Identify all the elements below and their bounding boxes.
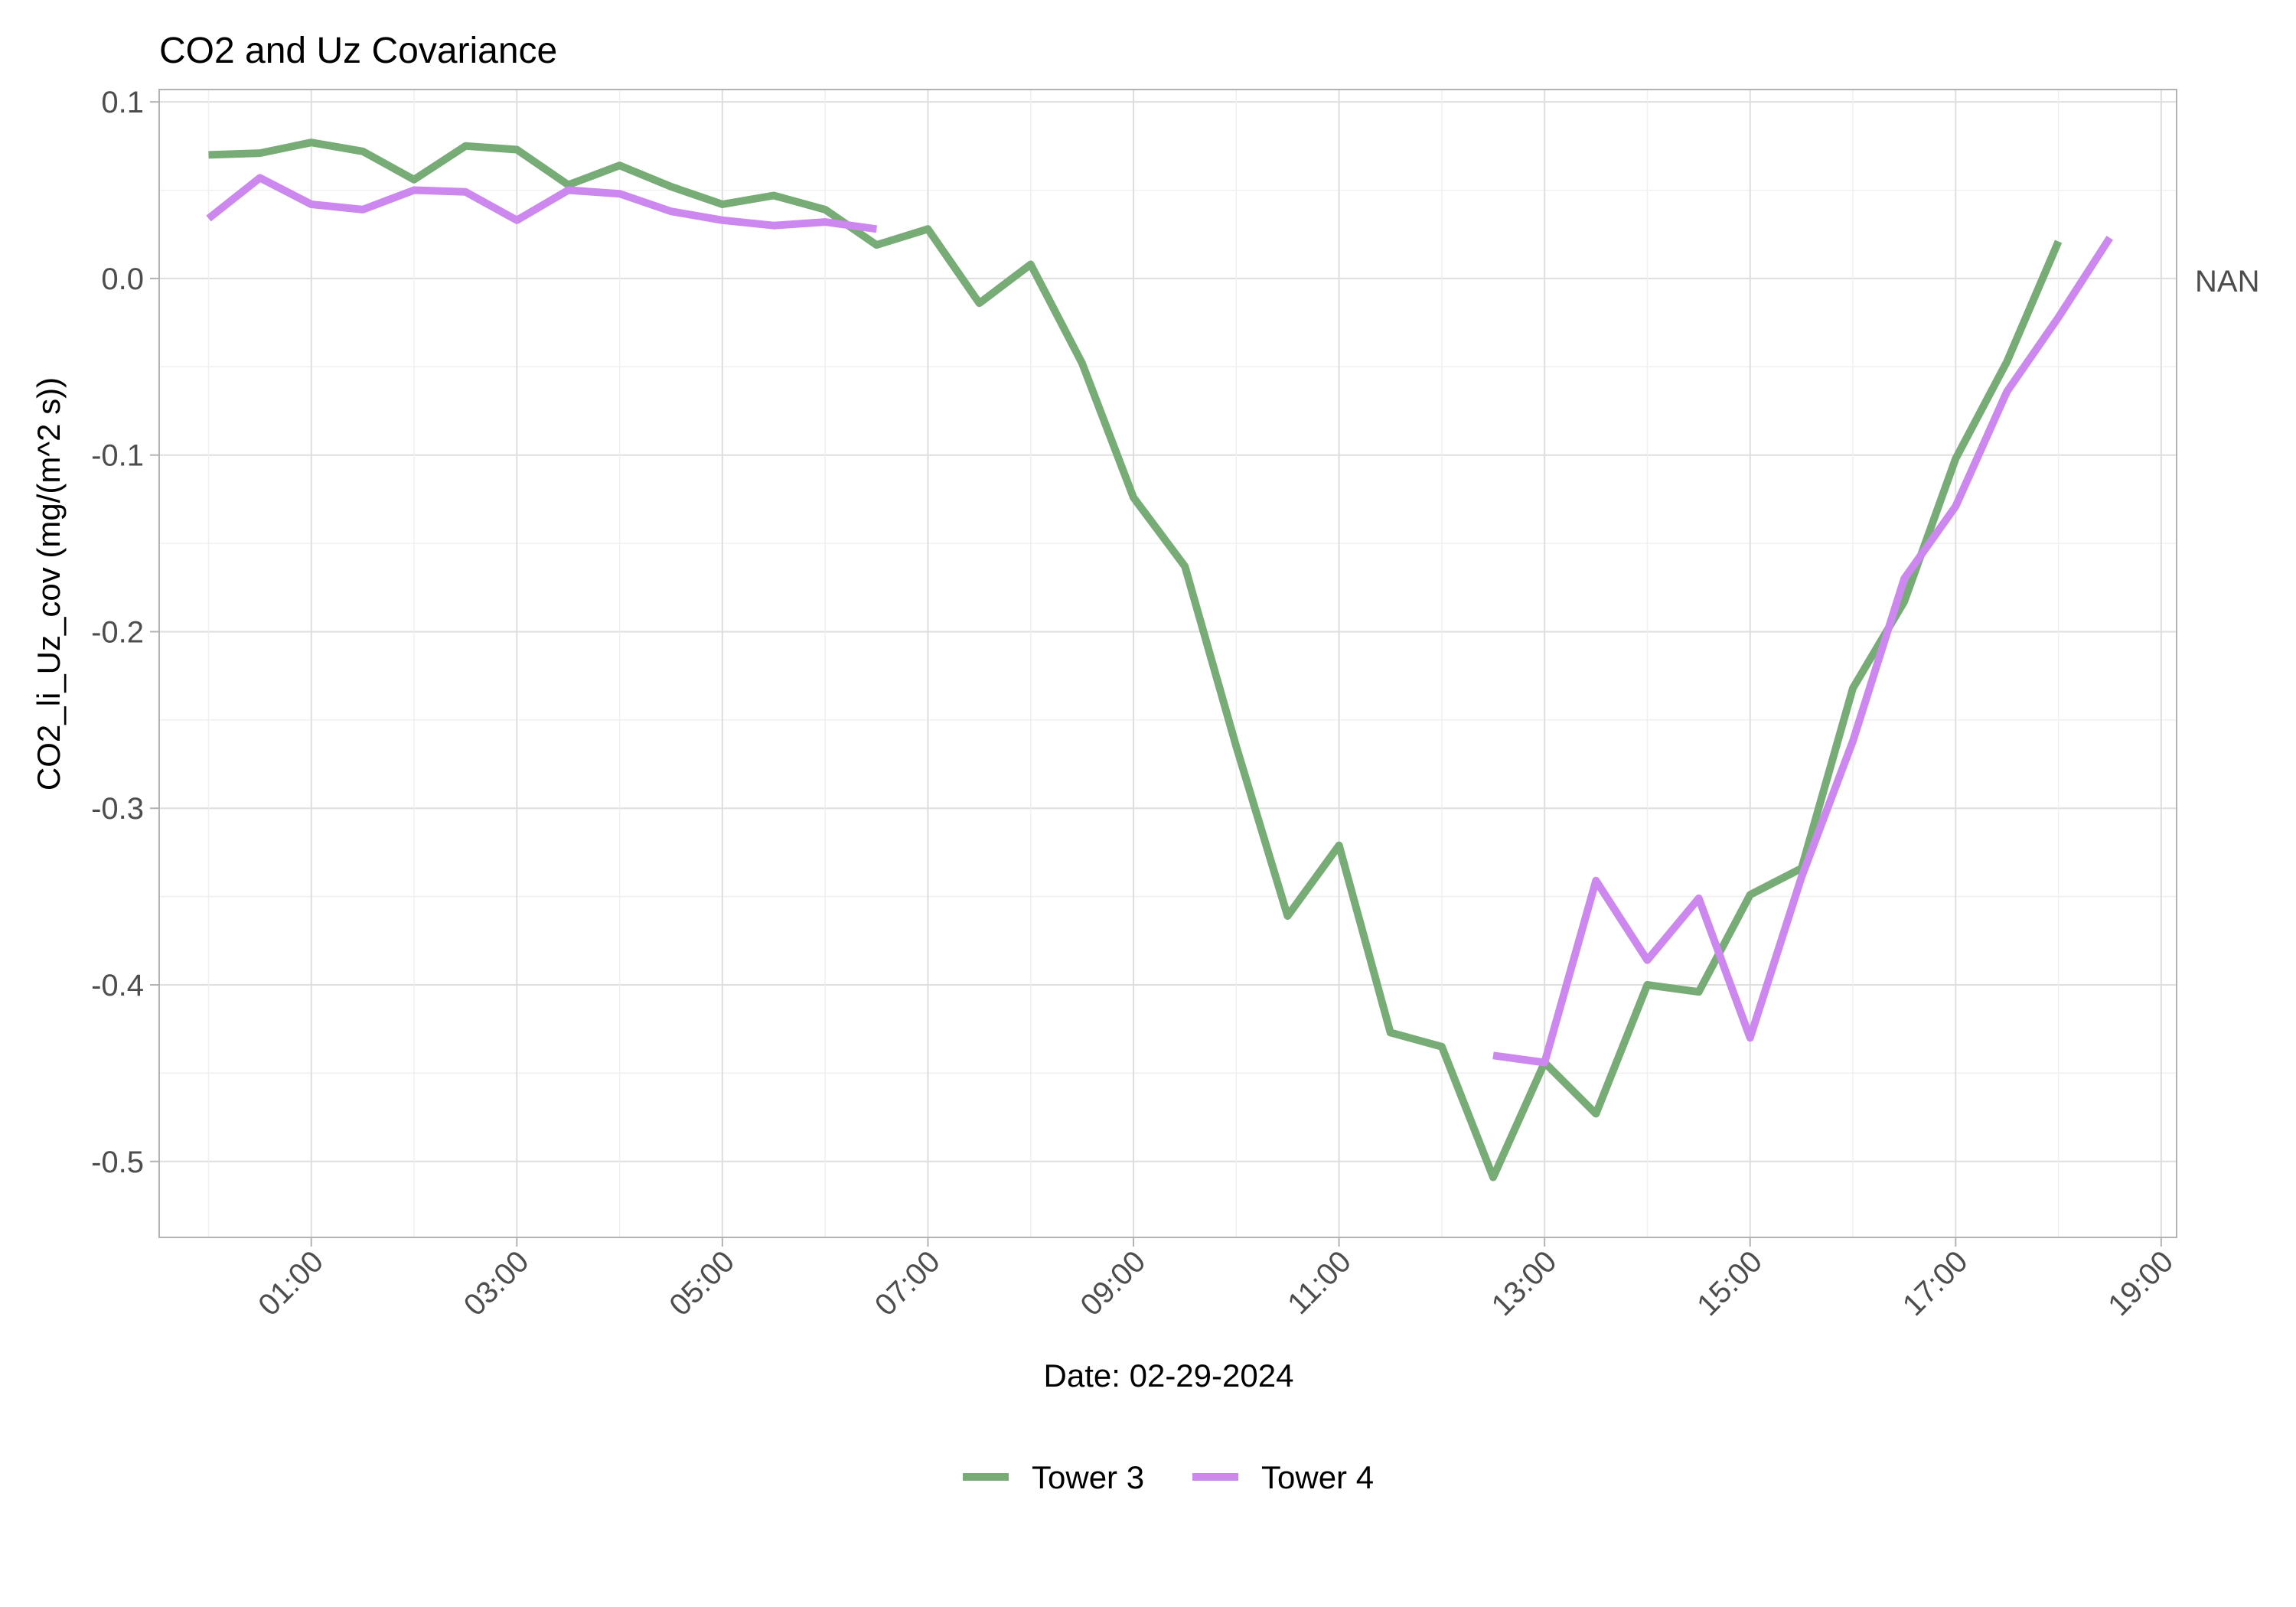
y-tick-label: -0.3 [91,792,144,826]
y-axis-title: CO2_li_Uz_cov (mg/(m^2 s)) [31,377,67,790]
legend: Tower 3 Tower 4 [963,1459,1374,1495]
chart-title: CO2 and Uz Covariance [159,31,557,71]
series-line-2-segment-2 [1492,236,2113,1067]
y-tick-label: 0.1 [101,86,144,119]
right-axis-label: NAN [2195,265,2259,298]
series-line-1-segment-1 [208,139,2063,1182]
plot-panel-border [158,89,2177,1238]
x-axis-title: Date: 02-29-2024 [1044,1358,1294,1393]
y-tick-label: -0.1 [91,439,144,473]
y-tick-label: -0.2 [91,615,144,649]
legend-label-1: Tower 3 [1032,1459,1144,1495]
y-axis: 0.1 0.0 -0.1 -0.2 -0.3 -0.4 -0.5 [91,86,159,1179]
y-tick-label: 0.0 [101,262,144,296]
legend-label-2: Tower 4 [1261,1459,1374,1495]
series-line-2-segment-1 [206,174,877,233]
y-tick-label: -0.4 [91,969,144,1002]
y-tick-label: -0.5 [91,1146,144,1179]
series-group [206,139,2113,1182]
